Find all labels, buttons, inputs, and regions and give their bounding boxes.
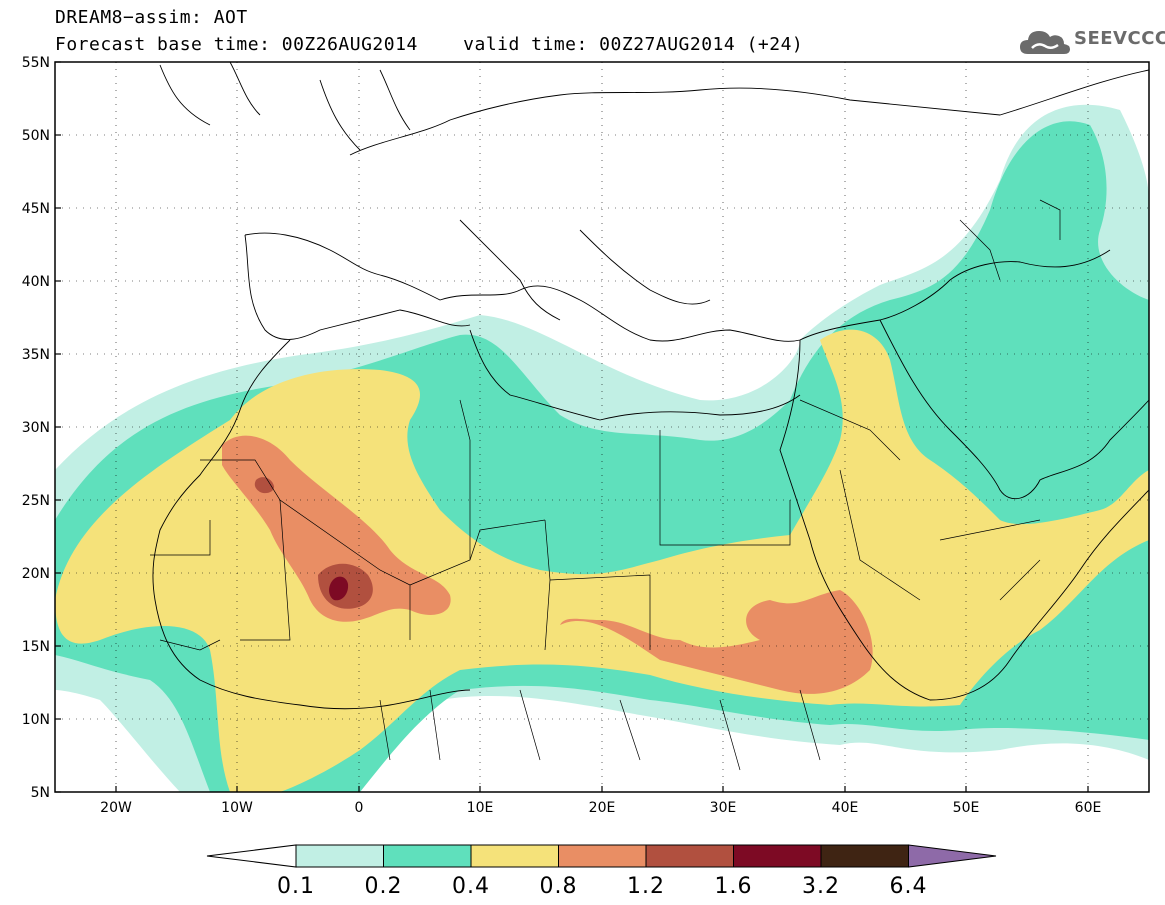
- lat-label: 5N: [31, 785, 50, 801]
- lat-label: 45N: [22, 201, 50, 217]
- valid-time-label: valid time: 00Z27AUG2014 (+24): [463, 34, 804, 55]
- lon-label: 60E: [1075, 800, 1102, 816]
- colorbar-label: 3.2: [802, 874, 840, 899]
- aot-band-0.8-west: [222, 435, 451, 622]
- lat-label: 20N: [22, 566, 50, 582]
- lon-label: 20E: [589, 800, 616, 816]
- lon-label: 30E: [710, 800, 737, 816]
- lat-label: 40N: [22, 274, 50, 290]
- logo-text: SEEVCCC: [1074, 28, 1165, 49]
- colorbar-labels: 0.1 0.2 0.4 0.8 1.2 1.6 3.2 6.4: [277, 874, 928, 899]
- longitude-labels: 20W 10W 0 10E 20E 30E 40E 50E 60E: [100, 800, 1101, 816]
- aot-field: [55, 104, 1149, 792]
- lat-label: 15N: [22, 639, 50, 655]
- aot-band-1.6: [329, 576, 349, 601]
- colorbar-swatch: [908, 844, 997, 868]
- colorbar-swatch: [820, 844, 909, 868]
- lat-label: 30N: [22, 420, 50, 436]
- map-grid: [55, 62, 1149, 792]
- lat-label: 25N: [22, 493, 50, 509]
- latitude-labels: 55N 50N 45N 40N 35N 30N 25N 20N 15N 10N …: [22, 55, 50, 801]
- colorbar-label: 0.8: [540, 874, 578, 899]
- colorbar-swatch: [645, 844, 734, 868]
- lat-label: 55N: [22, 55, 50, 71]
- lon-label: 20W: [100, 800, 132, 816]
- lon-label: 10W: [221, 800, 253, 816]
- lat-label: 10N: [22, 712, 50, 728]
- colorbar-swatch: [733, 844, 822, 868]
- seevccc-logo: SEEVCCC: [1018, 24, 1165, 58]
- aot-band-0.4: [55, 329, 1149, 792]
- base-time-label: Forecast base time: 00Z26AUG2014: [55, 34, 418, 55]
- colorbar-swatch: [383, 844, 472, 868]
- colorbar-label: 1.2: [627, 874, 665, 899]
- colorbar-label: 1.6: [715, 874, 753, 899]
- lat-label: 35N: [22, 347, 50, 363]
- axis-ticks: [55, 61, 1089, 793]
- aot-band-0.8-east: [560, 590, 873, 694]
- lon-label: 50E: [953, 800, 980, 816]
- colorbar-swatch: [470, 844, 559, 868]
- lon-label: 10E: [467, 800, 494, 816]
- colorbar-label: 6.4: [890, 874, 928, 899]
- chart-title: DREAM8−assim: AOT: [55, 7, 248, 28]
- lon-label: 40E: [832, 800, 859, 816]
- coastlines: [152, 62, 1149, 710]
- colorbar-label: 0.2: [365, 874, 403, 899]
- colorbar-label: 0.1: [277, 874, 315, 899]
- colorbar-label: 0.4: [452, 874, 490, 899]
- colorbar-swatch: [558, 844, 647, 868]
- country-borders: [150, 199, 1061, 771]
- lat-label: 50N: [22, 128, 50, 144]
- cloud-icon: [1020, 31, 1070, 54]
- colorbar-swatch: [295, 844, 384, 868]
- lon-label: 0: [355, 800, 364, 816]
- aot-band-1.2: [254, 477, 373, 609]
- colorbar: [206, 844, 997, 868]
- colorbar-swatch: [206, 844, 297, 868]
- chart-subtitle: Forecast base time: 00Z26AUG2014 valid t…: [55, 34, 803, 55]
